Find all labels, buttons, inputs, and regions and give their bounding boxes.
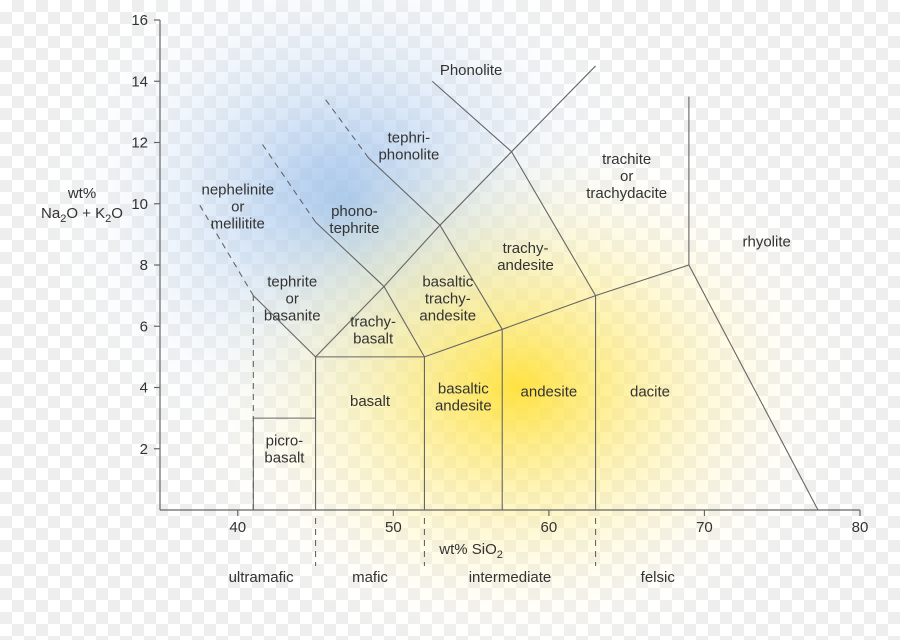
y-tick-label: 8 [140,257,148,274]
x-tick-label: 40 [229,519,246,536]
x-tick-label: 60 [541,519,558,536]
rock-label: dacite [630,384,670,401]
rock-label: or [286,290,299,307]
rock-label: trachy- [425,290,471,307]
rock-label: picro- [266,433,304,450]
rock-label: andesite [497,257,554,274]
y-tick-label: 14 [131,73,148,90]
y-tick-label: 2 [140,441,148,458]
y-tick-label: 12 [131,135,148,152]
rock-label: andesite [521,384,578,401]
rock-label: andesite [419,307,476,324]
y-tick-label: 4 [140,380,148,397]
y-tick-label: 10 [131,196,148,213]
rock-label: rhyolite [742,234,790,251]
rock-label: Phonolite [440,62,503,79]
category-label: mafic [352,569,388,586]
rock-label: trachydacite [586,185,667,202]
x-tick-label: 80 [852,519,869,536]
tas-diagram: 4050607080246810121416wt% SiO2wt%Na2O + … [0,0,900,640]
rock-label: tephri- [388,130,431,147]
y-tick-label: 16 [131,12,148,29]
rock-label: basaltic [438,381,489,398]
rock-label: or [620,168,633,185]
rock-label: phono- [331,203,378,220]
rock-label: or [231,199,244,216]
rock-label: phonolite [378,147,439,164]
rock-label: andesite [435,398,492,415]
category-label: felsic [641,569,676,586]
x-tick-label: 70 [696,519,713,536]
rock-label: basalt [350,393,391,410]
rock-label: basalt [264,450,305,467]
rock-label: basaltic [422,273,473,290]
rock-label: basanite [264,307,321,324]
category-label: ultramafic [229,569,295,586]
rock-label: tephrite [267,273,317,290]
y-axis-label-line1: wt% [67,185,96,202]
rock-label: nephelinite [201,182,274,199]
x-tick-label: 50 [385,519,402,536]
rock-label: tephrite [329,220,379,237]
rock-label: basalt [353,330,394,347]
y-tick-label: 6 [140,318,148,335]
category-label: intermediate [469,569,552,586]
rock-label: trachy- [503,240,549,257]
subalkaline-field [176,114,860,640]
rock-label: trachite [602,151,651,168]
rock-label: melilitite [211,216,265,233]
rock-label: trachy- [350,313,396,330]
